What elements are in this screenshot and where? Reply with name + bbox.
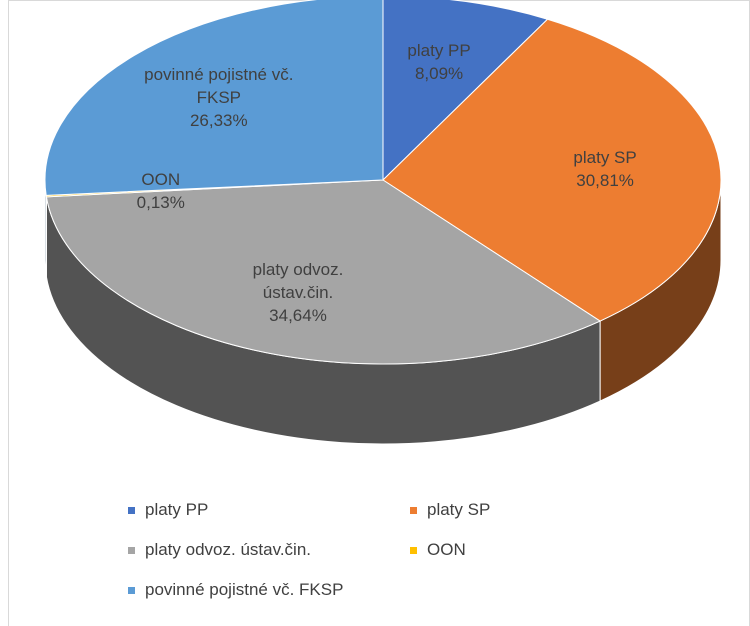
slice-value: 0,13%	[136, 192, 185, 212]
pie-slice	[44, 0, 384, 196]
legend-swatch	[128, 506, 135, 514]
data-label-group: platy PP 8,09%	[364, 39, 514, 85]
legend-swatch	[128, 586, 135, 594]
legend-label: povinné pojistné vč. FKSP	[145, 580, 344, 599]
legend-item: platy SP	[410, 500, 490, 520]
data-label-group: platy odvoz. ústav.čin. 34,64%	[223, 258, 373, 327]
legend-item: povinné pojistné vč. FKSP	[128, 580, 343, 600]
data-label-group: platy SP 30,81%	[530, 146, 680, 192]
legend-label: platy odvoz. ústav.čin.	[145, 540, 311, 559]
legend-label: platy SP	[427, 500, 491, 519]
legend-swatch	[410, 506, 417, 514]
slice-category: platy PP	[407, 41, 471, 61]
legend-swatch	[410, 546, 417, 554]
legend-label: platy PP	[145, 500, 209, 519]
data-label-group: povinné pojistné vč. FKSP 26,33%	[144, 63, 294, 132]
pie-slice	[382, 0, 549, 182]
legend-item: platy PP	[128, 500, 208, 520]
legend-label: OON	[427, 540, 466, 559]
legend-item: platy odvoz. ústav.čin.	[128, 540, 311, 560]
slice-value: 8,09%	[414, 64, 464, 84]
slice-category: platy odvoz. ústav.čin.	[252, 259, 344, 302]
pie-slice	[382, 18, 722, 322]
legend-item: OON	[410, 540, 466, 560]
slice-value: 34,64%	[269, 305, 327, 325]
slice-category: OON	[141, 169, 181, 189]
legend-swatch	[128, 546, 135, 554]
data-label-group: OON 0,13%	[86, 168, 236, 214]
slice-category: platy SP	[573, 147, 637, 167]
pie-slice	[45, 179, 602, 365]
slice-category: povinné pojistné vč. FKSP	[144, 65, 294, 108]
slice-value: 26,33%	[189, 111, 248, 131]
slice-value: 30,81%	[576, 170, 634, 190]
